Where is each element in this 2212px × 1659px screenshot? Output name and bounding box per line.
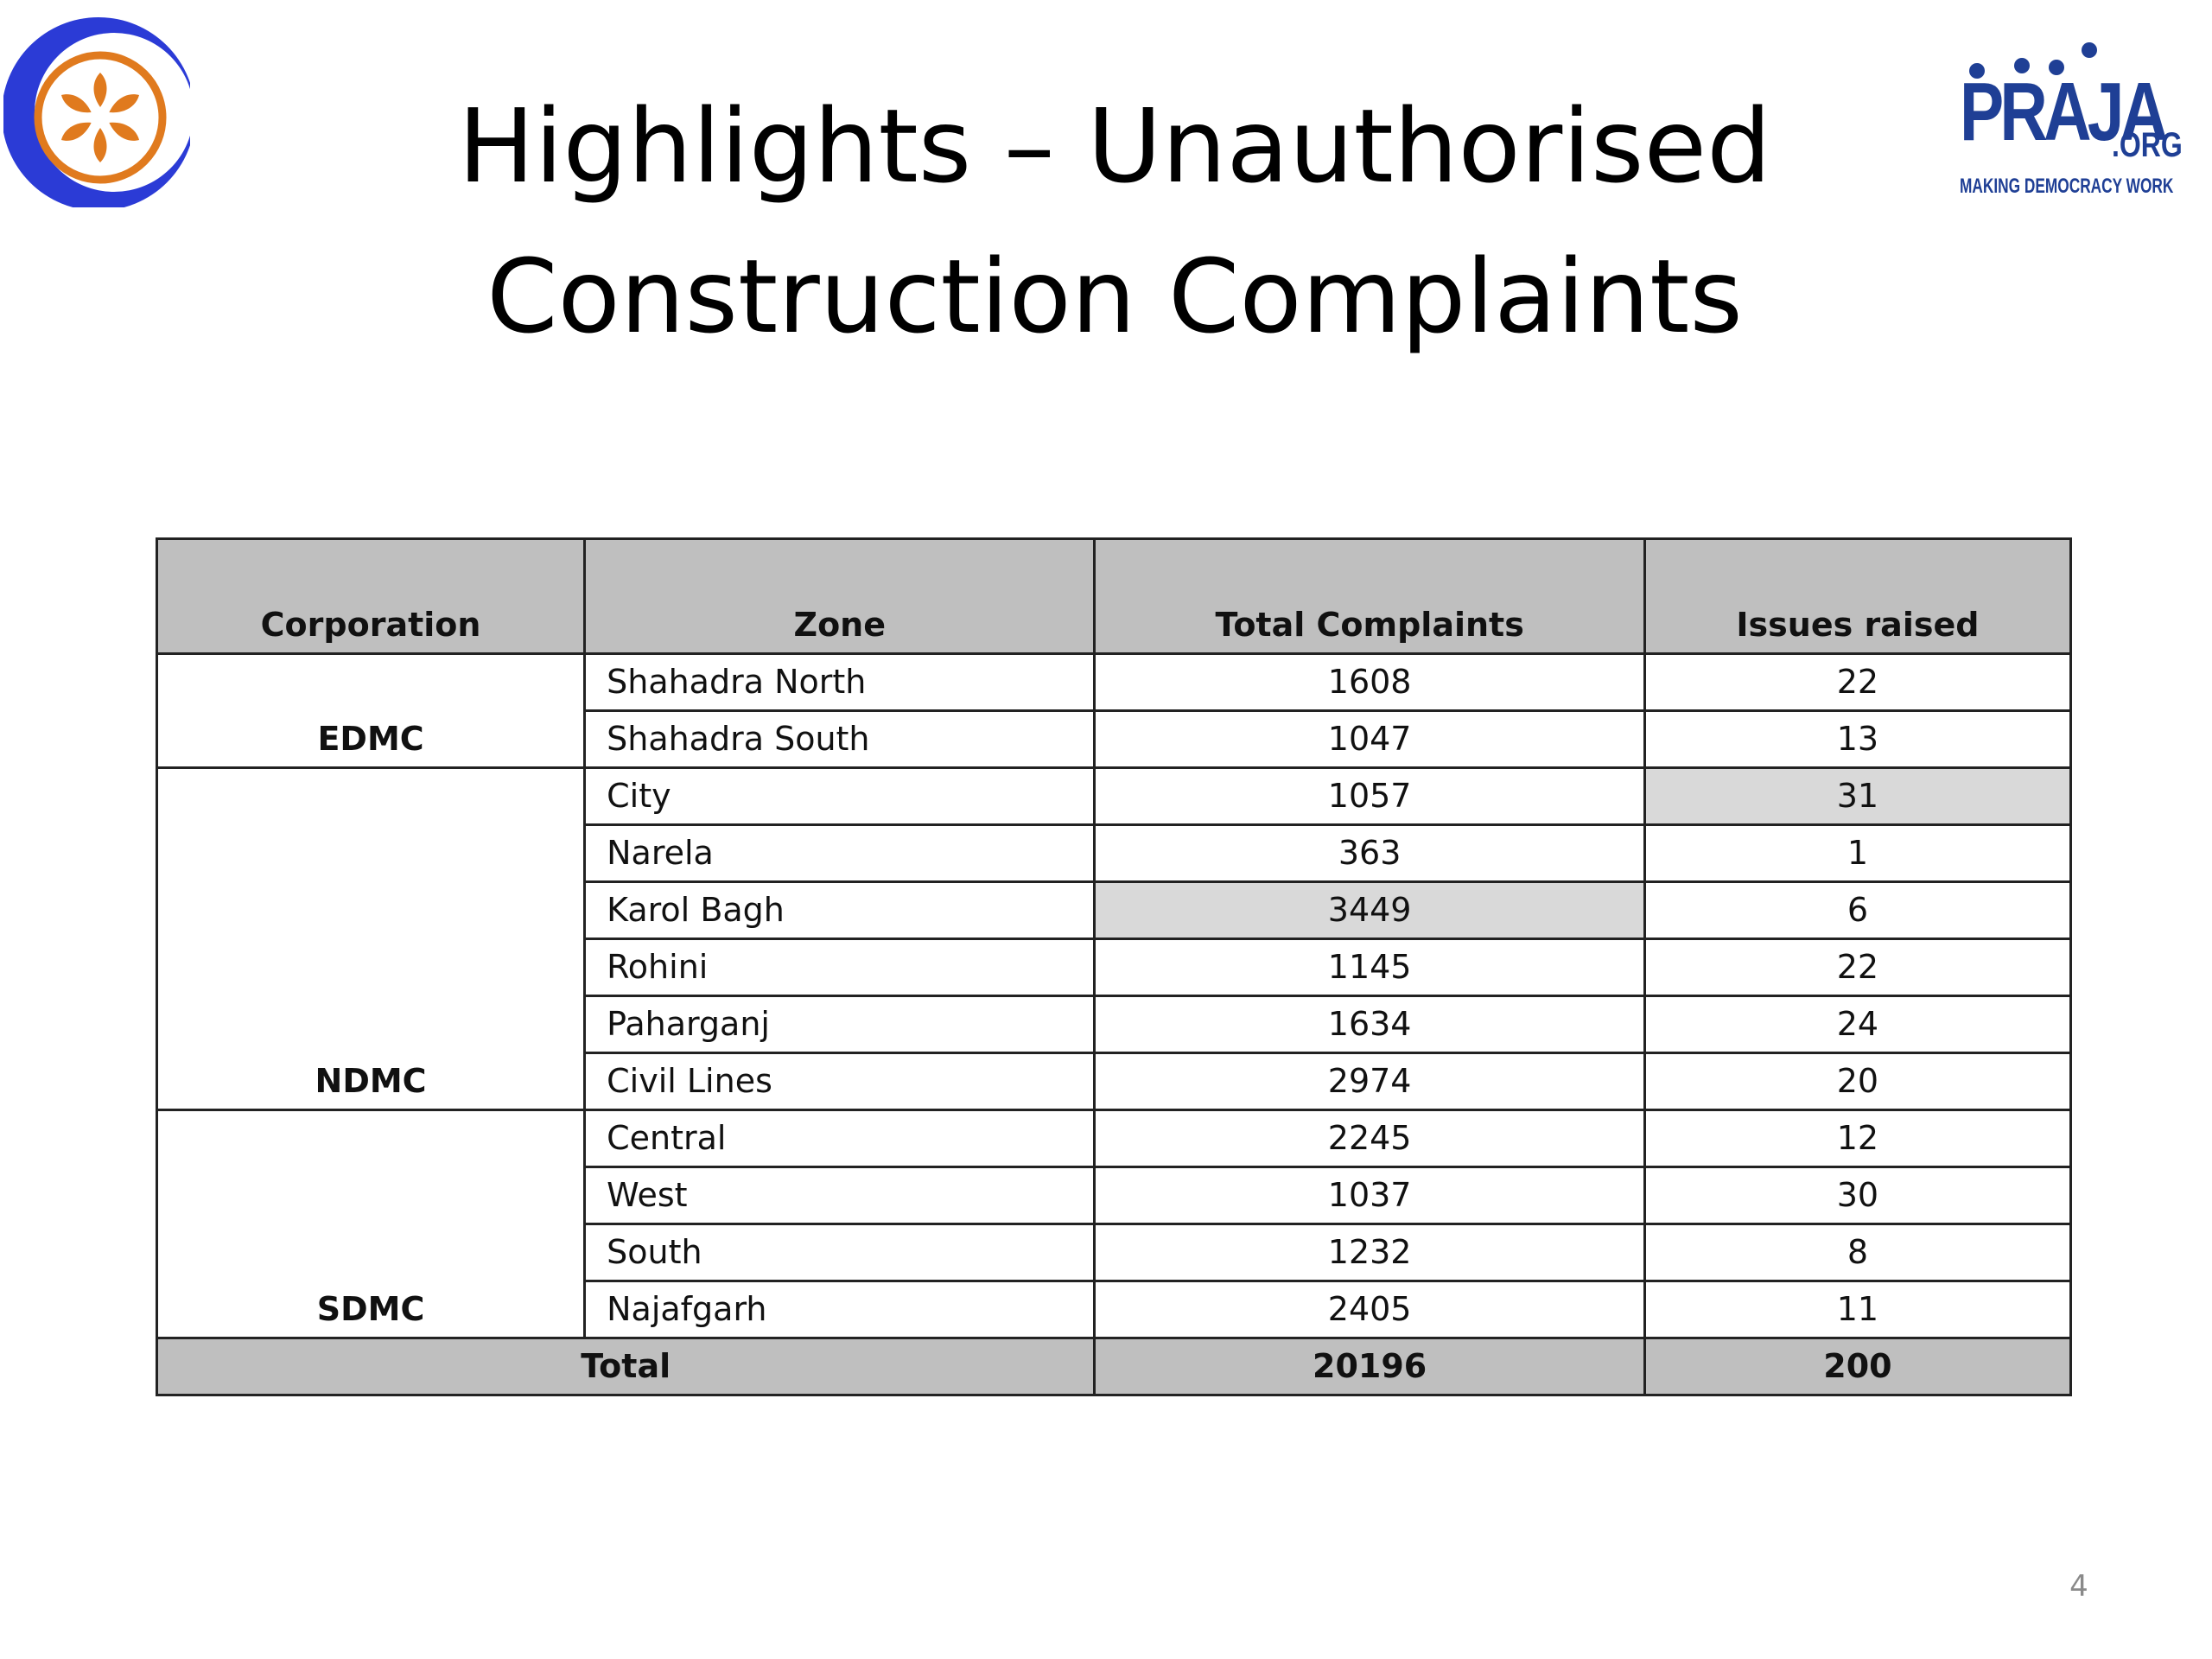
issues-raised-cell: 30 xyxy=(1643,1166,2073,1225)
zone-cell: Najafgarh xyxy=(583,1280,1096,1339)
header-total-complaints: Total Complaints xyxy=(1093,537,1646,655)
header-issues-raised: Issues raised xyxy=(1643,537,2073,655)
total-complaints-cell: 1608 xyxy=(1093,652,1646,712)
issues-raised-cell: 8 xyxy=(1643,1223,2073,1282)
total-complaints-cell: 1232 xyxy=(1093,1223,1646,1282)
zone-cell: Paharganj xyxy=(583,995,1096,1054)
table-total-row: Total 20196 200 xyxy=(155,1337,2073,1396)
total-label-cell: Total xyxy=(155,1337,1096,1396)
slide-title-line-2: Construction Complaints xyxy=(486,237,1743,356)
table-row: Civil Lines 2974 20 xyxy=(157,1052,2073,1111)
table-header-row: Corporation Zone Total Complaints Issues… xyxy=(155,537,2073,655)
issues-raised-cell: 22 xyxy=(1643,652,2073,712)
issues-raised-cell: 20 xyxy=(1643,1052,2073,1111)
corporation-cell: NDMC xyxy=(155,766,587,1111)
total-complaints-cell-highlighted: 3449 xyxy=(1093,880,1646,940)
table-row: Rohini 1145 22 xyxy=(157,938,2073,997)
praja-tagline: MAKING DEMOCRACY WORK xyxy=(1960,175,2174,198)
zone-cell: Central xyxy=(583,1109,1096,1168)
slide-title: Highlights – Unauthorised Construction C… xyxy=(328,71,1901,372)
table-row: Narela 363 1 xyxy=(157,823,2073,883)
zone-cell: Shahadra South xyxy=(583,709,1096,769)
table-row: NDMC City 1057 31 xyxy=(155,766,2073,1111)
zone-cell: Shahadra North xyxy=(583,652,1096,712)
total-issues-sum-cell: 200 xyxy=(1643,1337,2073,1396)
issues-raised-cell: 11 xyxy=(1643,1280,2073,1339)
praja-figures-icon xyxy=(1969,42,2097,79)
table-row: EDMC Shahadra North 1608 22 xyxy=(155,652,2073,769)
issues-raised-cell: 24 xyxy=(1643,995,2073,1054)
total-complaints-cell: 363 xyxy=(1093,823,1646,883)
zone-cell: Narela xyxy=(583,823,1096,883)
total-complaints-cell: 1057 xyxy=(1093,766,1646,826)
flower-crescent-logo-icon xyxy=(3,17,190,207)
zone-cell: West xyxy=(583,1166,1096,1225)
table-row: Shahadra South 1047 13 xyxy=(157,709,2073,769)
table-row: Karol Bagh 3449 6 xyxy=(157,880,2073,940)
praja-wordmark: PRAJA xyxy=(1960,66,2168,158)
total-complaints-cell: 1145 xyxy=(1093,938,1646,997)
issues-raised-cell: 1 xyxy=(1643,823,2073,883)
zone-cell: Rohini xyxy=(583,938,1096,997)
total-complaints-cell: 1047 xyxy=(1093,709,1646,769)
issues-raised-cell: 13 xyxy=(1643,709,2073,769)
praja-logo: PRAJA .ORG MAKING DEMOCRACY WORK xyxy=(1960,41,2193,197)
corporation-cell: EDMC xyxy=(155,652,587,769)
header-corporation: Corporation xyxy=(155,537,587,655)
table-row: South 1232 8 xyxy=(157,1223,2073,1282)
table-row: West 1037 30 xyxy=(157,1166,2073,1225)
zone-cell: Civil Lines xyxy=(583,1052,1096,1111)
header-zone: Zone xyxy=(583,537,1096,655)
zone-cell: South xyxy=(583,1223,1096,1282)
issues-raised-cell: 22 xyxy=(1643,938,2073,997)
table-row: Najafgarh 2405 11 xyxy=(157,1280,2073,1339)
table-row: Paharganj 1634 24 xyxy=(157,995,2073,1054)
zone-cell: City xyxy=(583,766,1096,826)
table-row: SDMC Central 2245 12 xyxy=(155,1109,2073,1339)
slide-title-line-1: Highlights – Unauthorised xyxy=(458,86,1771,206)
total-complaints-cell: 1037 xyxy=(1093,1166,1646,1225)
total-complaints-cell: 2974 xyxy=(1093,1052,1646,1111)
total-complaints-cell: 2405 xyxy=(1093,1280,1646,1339)
total-complaints-cell: 2245 xyxy=(1093,1109,1646,1168)
zone-cell: Karol Bagh xyxy=(583,880,1096,940)
praja-domain-suffix: .ORG xyxy=(2112,126,2183,164)
corporation-cell: SDMC xyxy=(155,1109,587,1339)
page-number: 4 xyxy=(2069,1569,2088,1604)
issues-raised-cell: 6 xyxy=(1643,880,2073,940)
issues-raised-cell: 12 xyxy=(1643,1109,2073,1168)
total-complaints-sum-cell: 20196 xyxy=(1093,1337,1646,1396)
total-complaints-cell: 1634 xyxy=(1093,995,1646,1054)
issues-raised-cell-highlighted: 31 xyxy=(1643,766,2073,826)
complaints-table: Corporation Zone Total Complaints Issues… xyxy=(155,537,2073,1396)
